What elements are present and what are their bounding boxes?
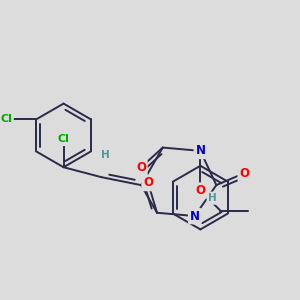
Text: N: N: [190, 209, 200, 223]
Text: H: H: [101, 150, 110, 160]
Text: O: O: [239, 167, 249, 180]
Text: Cl: Cl: [0, 115, 12, 124]
Text: O: O: [136, 161, 146, 174]
Text: Cl: Cl: [58, 134, 70, 144]
Text: O: O: [143, 176, 153, 189]
Text: O: O: [195, 184, 206, 197]
Text: H: H: [208, 193, 217, 203]
Text: N: N: [195, 144, 206, 158]
